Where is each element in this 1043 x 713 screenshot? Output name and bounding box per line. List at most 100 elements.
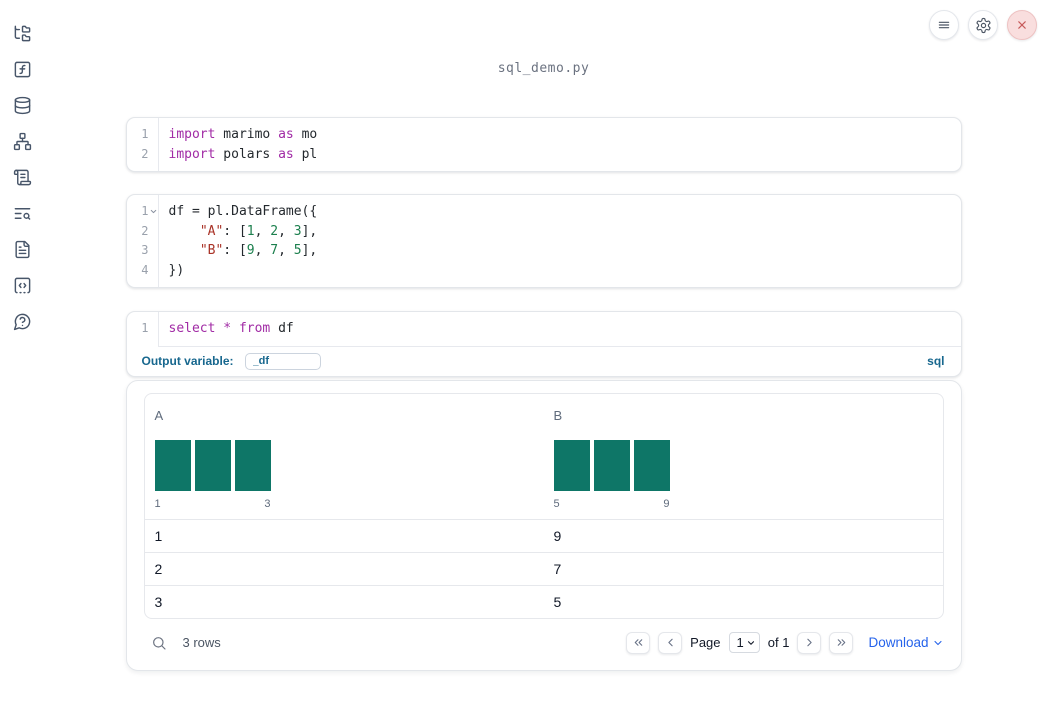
code-line: "A": [1, 2, 3], bbox=[199, 223, 318, 239]
column-header-b: B 5 9 bbox=[544, 394, 943, 519]
column-name[interactable]: B bbox=[553, 407, 563, 423]
line-number: 2 bbox=[141, 146, 149, 161]
chevron-down-icon bbox=[933, 640, 942, 645]
code-line: df = pl.DataFrame({ bbox=[168, 204, 318, 219]
code-line: }) bbox=[168, 262, 185, 278]
line-number-gutter: 1 2 3 4 bbox=[127, 195, 159, 287]
next-page-button[interactable] bbox=[797, 631, 822, 654]
histogram-max-label: 3 bbox=[264, 497, 271, 510]
chevron-left-icon bbox=[667, 638, 673, 647]
row-count: 3 rows bbox=[182, 635, 221, 650]
histogram-bar bbox=[194, 439, 231, 491]
sidebar-item-documentation[interactable] bbox=[11, 240, 33, 259]
code-line: select * from df bbox=[168, 321, 294, 336]
shutdown-button[interactable] bbox=[1007, 10, 1037, 40]
prev-page-button[interactable] bbox=[658, 631, 683, 654]
histogram-min-label: 5 bbox=[553, 497, 560, 510]
sidebar-item-functions[interactable] bbox=[11, 60, 33, 79]
table-row: 2 7 bbox=[144, 551, 943, 585]
sidebar-item-logs[interactable] bbox=[11, 204, 33, 223]
column-header-a: A 1 3 bbox=[145, 394, 544, 519]
notebook-main: sql_demo.py 1 2 import marimo as mo impo… bbox=[44, 0, 1043, 671]
column-histogram-b: 5 9 bbox=[553, 439, 670, 510]
notebook-filename[interactable]: sql_demo.py bbox=[497, 61, 590, 76]
cell-sql: 1 select * from df Output variable: sql bbox=[125, 311, 962, 377]
code-editor-imports[interactable]: import marimo as mo import polars as pl bbox=[159, 118, 961, 171]
output-variable-label: Output variable: bbox=[141, 354, 234, 368]
line-number: 2 bbox=[141, 223, 149, 238]
download-label: Download bbox=[868, 635, 929, 650]
sidebar-item-help[interactable] bbox=[11, 312, 33, 331]
chevrons-left-icon bbox=[634, 639, 642, 646]
table-cell: 1 bbox=[154, 527, 163, 544]
line-number: 1 bbox=[141, 321, 149, 335]
output-variable-input[interactable] bbox=[244, 352, 321, 370]
line-number: 1 bbox=[141, 127, 149, 141]
line-number: 3 bbox=[141, 243, 149, 257]
histogram-bar bbox=[593, 439, 630, 491]
search-icon bbox=[152, 636, 166, 650]
menu-icon bbox=[938, 21, 950, 29]
file-explorer-icon bbox=[14, 25, 30, 42]
settings-gear-icon bbox=[976, 17, 990, 33]
snippets-icon bbox=[14, 277, 30, 294]
line-number: 1 bbox=[127, 202, 156, 222]
cell-imports: 1 2 import marimo as mo import polars as… bbox=[125, 117, 962, 172]
shutdown-close-icon bbox=[1018, 21, 1026, 29]
sidebar-item-datasources[interactable] bbox=[11, 96, 33, 115]
code-editor-dataframe[interactable]: df = pl.DataFrame({ "A": [1, 2, 3], "B":… bbox=[159, 195, 961, 287]
fold-chevron-icon[interactable] bbox=[149, 207, 158, 216]
settings-button[interactable] bbox=[968, 10, 998, 40]
code-line: "B": [9, 7, 5], bbox=[199, 243, 318, 258]
table-cell: 7 bbox=[553, 560, 562, 577]
line-number-gutter: 1 2 bbox=[127, 118, 159, 171]
table-cell: 2 bbox=[154, 560, 163, 577]
sidebar-item-scratchpad[interactable] bbox=[11, 168, 33, 187]
table-cell: 9 bbox=[553, 527, 562, 544]
page-total-label: of 1 bbox=[767, 635, 790, 650]
page-select[interactable]: 1 bbox=[728, 632, 760, 653]
help-chat-icon bbox=[13, 313, 30, 331]
code-line: import polars as pl bbox=[168, 146, 318, 162]
functions-icon bbox=[14, 61, 30, 78]
menu-button[interactable] bbox=[929, 10, 959, 40]
chevrons-right-icon bbox=[837, 639, 846, 646]
sidebar-item-dependencies[interactable] bbox=[11, 132, 33, 151]
column-name[interactable]: A bbox=[154, 407, 164, 423]
sidebar-item-snippets[interactable] bbox=[11, 276, 33, 295]
histogram-bar bbox=[553, 439, 590, 491]
line-number: 4 bbox=[141, 262, 149, 277]
histogram-bar bbox=[154, 439, 191, 491]
table-search-button[interactable] bbox=[151, 635, 167, 651]
sidebar-item-files[interactable] bbox=[11, 24, 33, 43]
cell-dataframe: 1 2 3 4 df = pl.DataFrame({ "A": [1, 2, … bbox=[125, 194, 962, 288]
first-page-button[interactable] bbox=[626, 631, 651, 654]
table-header: A 1 3 bbox=[145, 394, 943, 519]
last-page-button[interactable] bbox=[829, 631, 854, 654]
dependency-graph-icon bbox=[13, 132, 31, 151]
sql-language-badge: sql bbox=[927, 354, 945, 368]
histogram-max-label: 9 bbox=[663, 497, 670, 510]
chevron-right-icon bbox=[807, 638, 812, 647]
sql-output-panel: A 1 3 bbox=[125, 379, 962, 671]
helper-sidebar bbox=[0, 0, 44, 713]
table-cell: 5 bbox=[553, 593, 562, 610]
histogram-bar bbox=[234, 439, 271, 491]
chevron-down-icon bbox=[747, 640, 754, 645]
dataframe-table: A 1 3 bbox=[143, 392, 944, 619]
download-button[interactable]: Download bbox=[868, 635, 943, 650]
table-row: 1 9 bbox=[144, 518, 943, 552]
data-sources-icon bbox=[14, 96, 30, 115]
notebook-actions bbox=[929, 10, 1037, 40]
page-label: Page bbox=[690, 635, 721, 650]
cell-list: 1 2 import marimo as mo import polars as… bbox=[125, 117, 962, 671]
page-select-value: 1 bbox=[736, 635, 744, 650]
pagination: Page 1 of 1 bbox=[626, 631, 854, 654]
table-cell: 3 bbox=[154, 593, 163, 610]
table-row: 3 5 bbox=[144, 584, 943, 618]
code-editor-sql[interactable]: select * from df bbox=[158, 312, 961, 347]
histogram-bar bbox=[633, 439, 670, 491]
sql-cell-footer: Output variable: sql bbox=[127, 347, 961, 376]
line-number-gutter: 1 bbox=[127, 312, 159, 347]
